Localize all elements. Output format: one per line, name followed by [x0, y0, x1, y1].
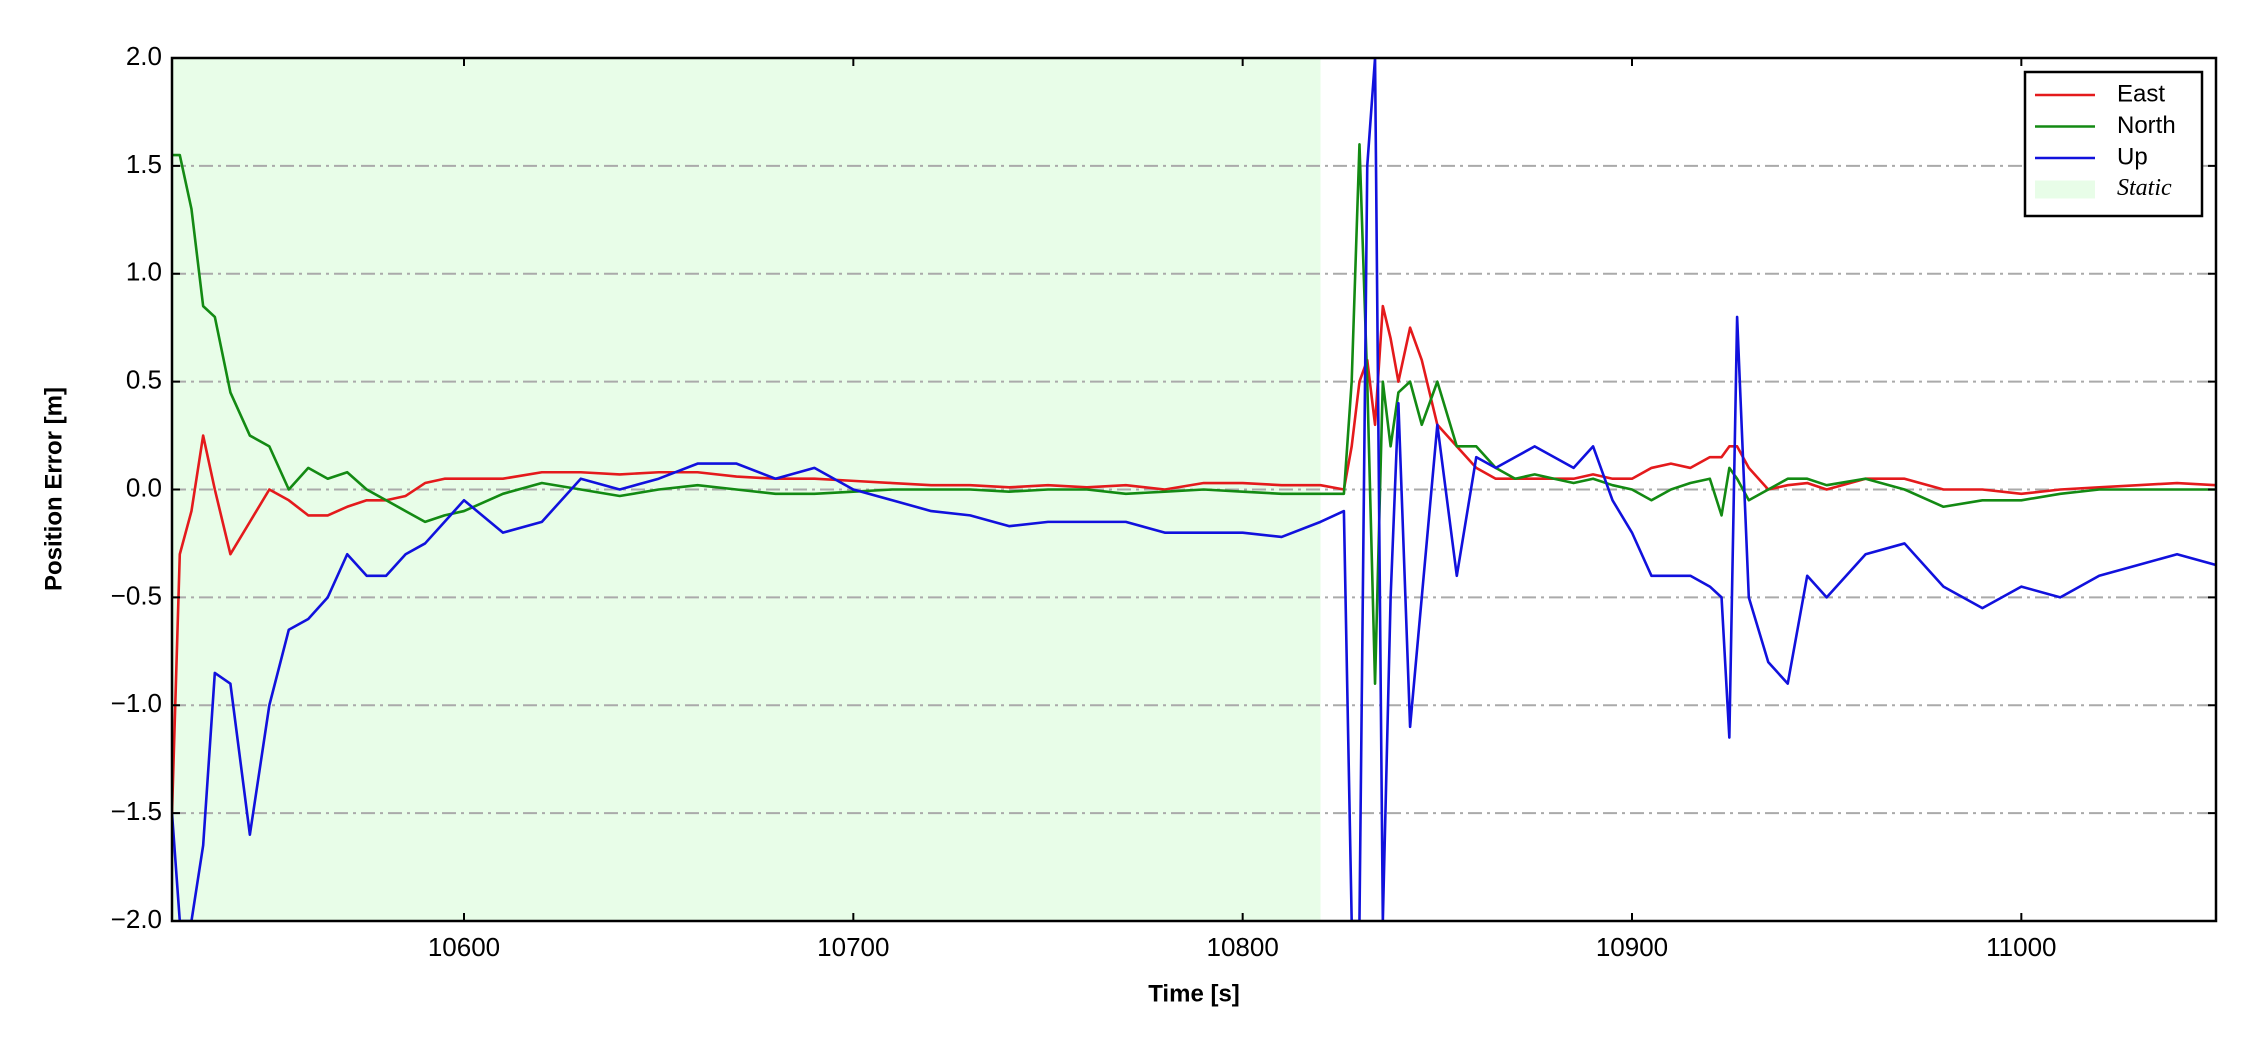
- y-tick-label: 0.0: [126, 472, 162, 502]
- x-tick-label: 10900: [1596, 932, 1668, 962]
- series-line: [172, 58, 2216, 921]
- x-tick-label: 10600: [428, 932, 500, 962]
- y-tick-label: −0.5: [111, 580, 162, 610]
- y-tick-label: 0.5: [126, 365, 162, 395]
- legend-label: East: [2117, 80, 2165, 107]
- legend-label: Static: [2117, 175, 2172, 201]
- plot-area: [172, 58, 2216, 921]
- x-axis-label: Time [s]: [1148, 980, 1240, 1007]
- y-axis-label: Position Error [m]: [40, 387, 67, 591]
- y-tick-label: 1.5: [126, 149, 162, 179]
- series-line: [172, 143, 2216, 685]
- y-tick-label: 2.0: [126, 41, 162, 71]
- x-tick-label: 10700: [817, 932, 889, 962]
- series-line: [172, 304, 2216, 814]
- legend-label: Up: [2117, 143, 2148, 170]
- legend-swatch: [2035, 180, 2095, 199]
- y-tick-label: −1.0: [111, 688, 162, 718]
- y-tick-label: −1.5: [111, 796, 162, 826]
- x-tick-label: 11000: [1986, 932, 2056, 962]
- y-tick-label: 1.0: [126, 257, 162, 287]
- legend-label: North: [2117, 112, 2176, 139]
- x-tick-label: 10800: [1207, 932, 1279, 962]
- legend: East North Up Static: [2023, 70, 2204, 218]
- y-tick-label: −2.0: [111, 904, 162, 934]
